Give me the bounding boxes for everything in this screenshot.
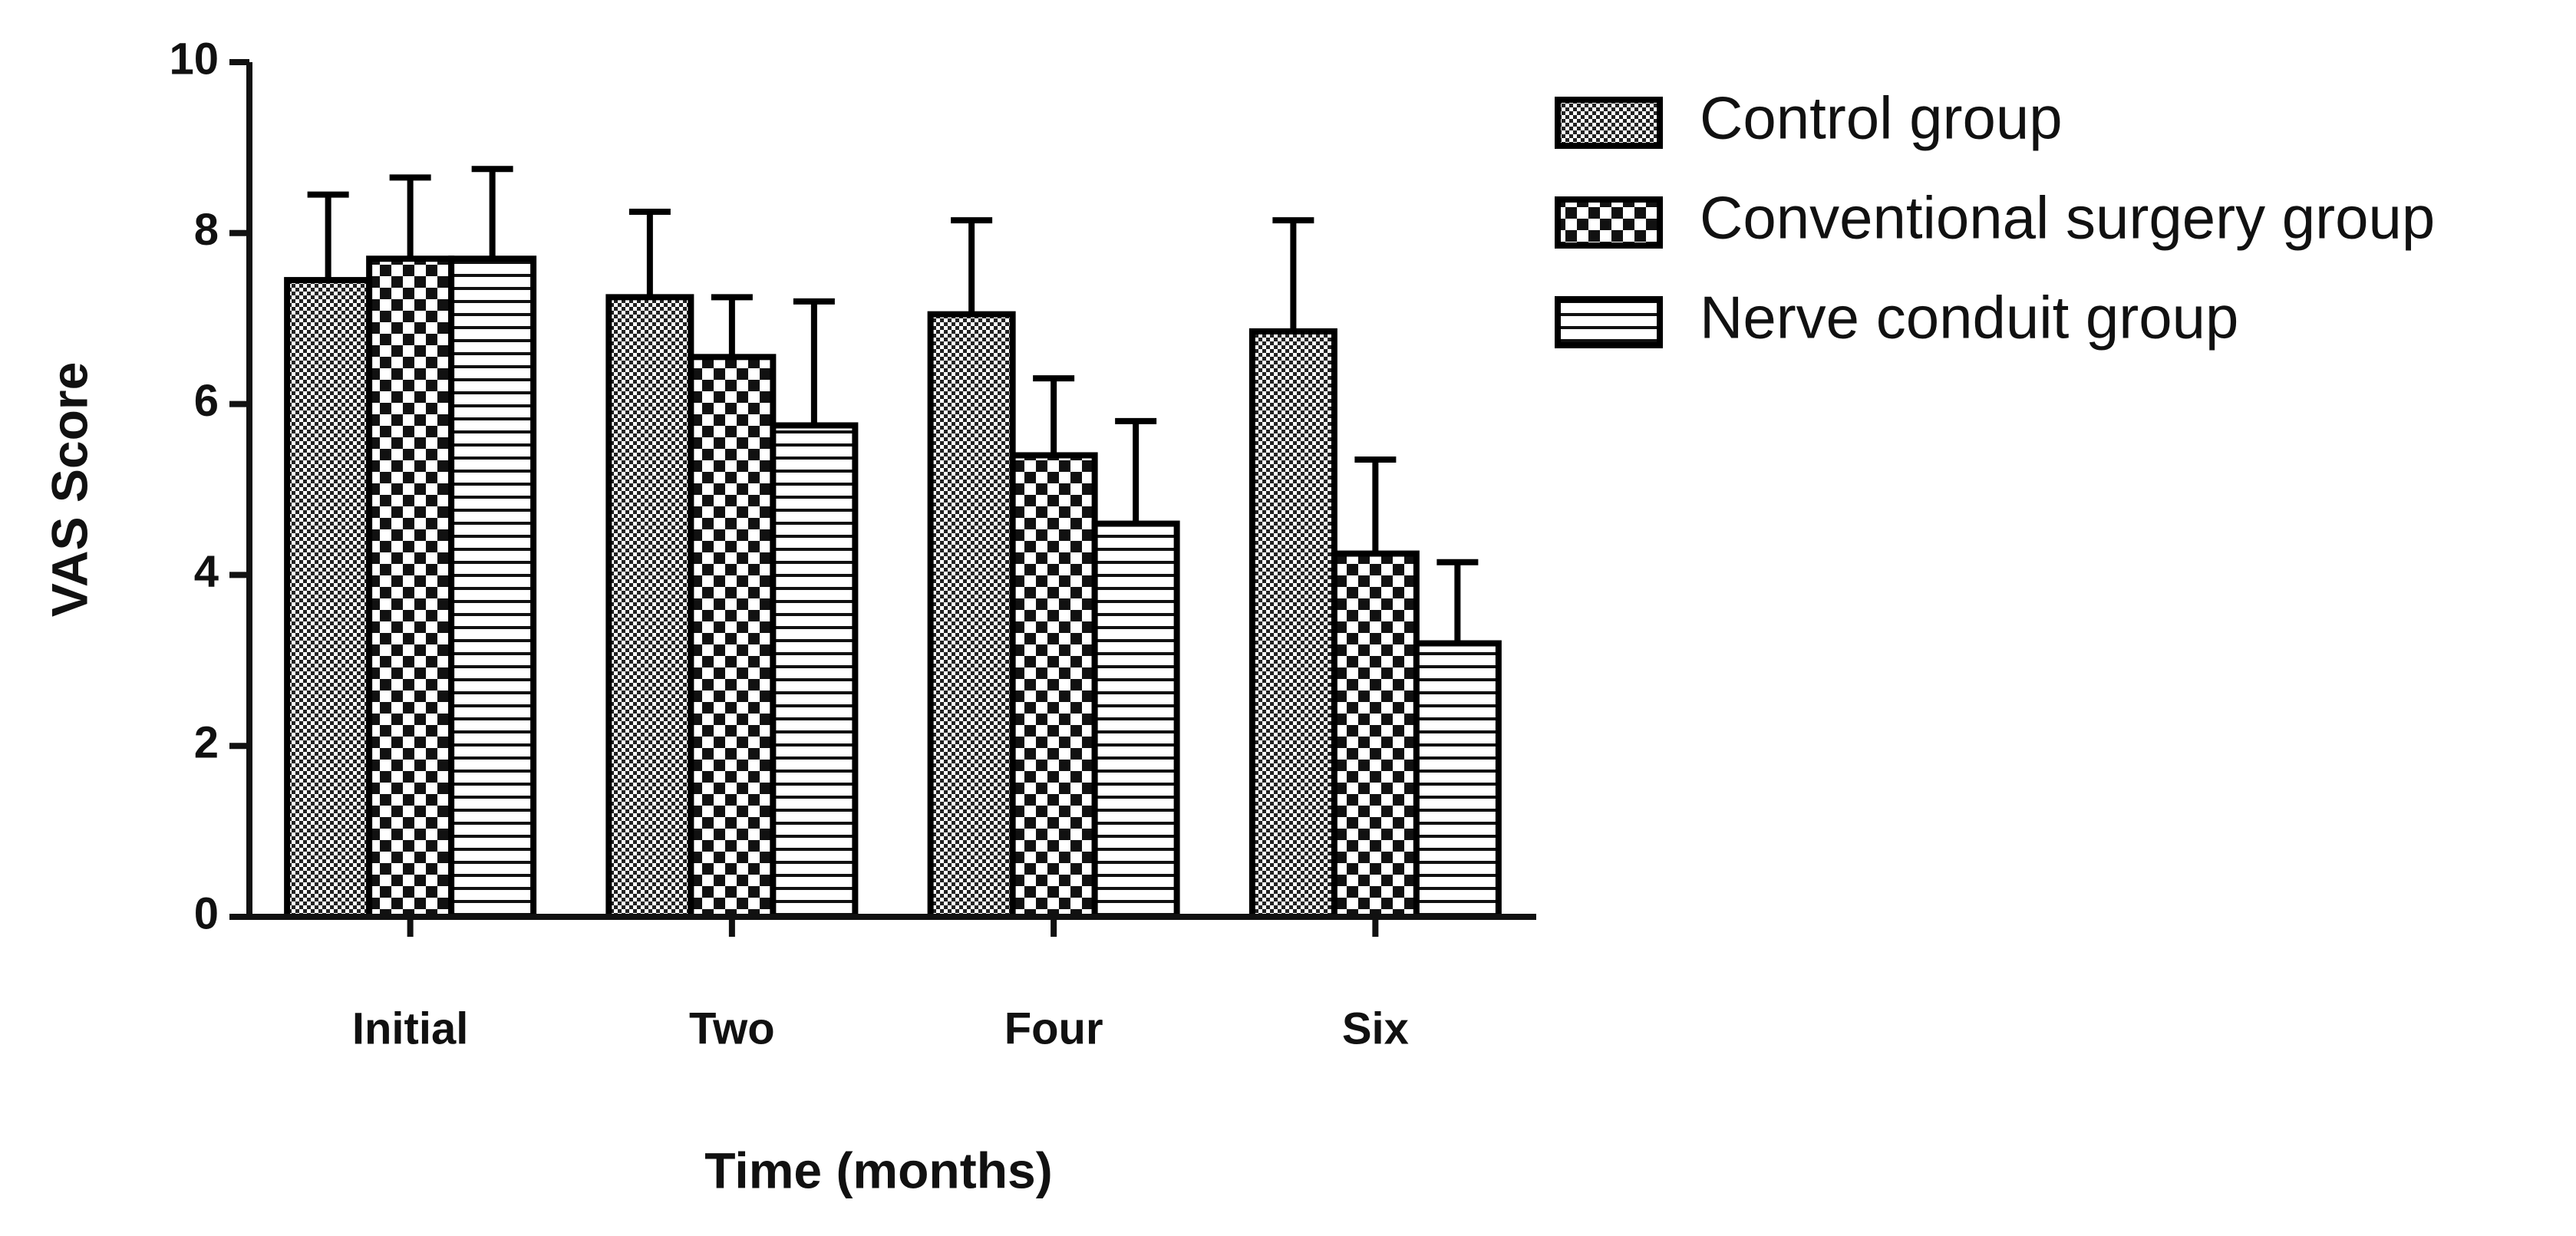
legend-swatch (1555, 196, 1663, 249)
bar (448, 255, 537, 921)
bar (1009, 452, 1098, 920)
legend-label: Nerve conduit group (1700, 284, 2238, 351)
legend-swatch (1555, 296, 1663, 348)
x-tick-label: Two (689, 1004, 775, 1053)
bar (605, 294, 694, 921)
x-tick-label: Four (1004, 1004, 1103, 1053)
y-tick-label: 8 (194, 205, 219, 255)
legend-swatch (1555, 97, 1663, 149)
y-tick-label: 4 (194, 547, 219, 597)
bar (1331, 550, 1420, 920)
bar (366, 255, 455, 921)
y-tick-label: 0 (194, 888, 219, 938)
bar (927, 311, 1016, 920)
bar (284, 277, 373, 920)
bar (688, 354, 777, 920)
legend-label: Conventional surgery group (1700, 184, 2435, 252)
bar (1413, 640, 1502, 921)
x-tick-label: Six (1342, 1004, 1409, 1053)
y-tick-label: 2 (194, 718, 219, 768)
y-axis-title: VAS Score (41, 362, 97, 618)
bar (1091, 520, 1180, 920)
legend-label: Control group (1700, 84, 2063, 152)
bar (1248, 328, 1337, 921)
x-axis-title: Time (months) (704, 1142, 1052, 1198)
y-tick-label: 10 (169, 34, 219, 84)
y-tick-label: 6 (194, 376, 219, 426)
x-tick-label: Initial (352, 1004, 468, 1053)
bar (770, 422, 859, 920)
